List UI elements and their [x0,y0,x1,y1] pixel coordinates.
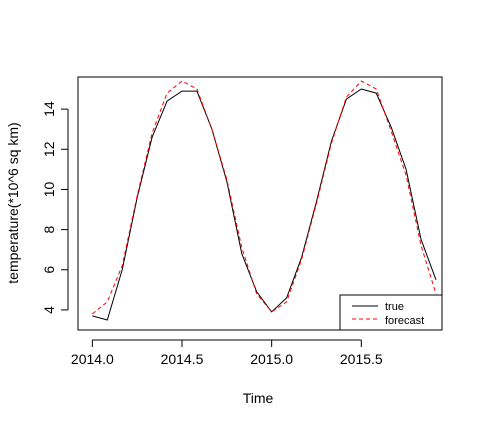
x-axis: 2014.0 2014.5 2015.0 2015.5 [71,339,383,367]
x-tick-label-1: 2014.5 [161,351,204,367]
y-tick-label-5: 14 [41,101,57,117]
plot-frame [77,76,443,331]
legend-label-forecast: forecast [385,315,424,327]
series-line-true [92,88,437,321]
y-axis-title: temperature(*10^6 sq km) [5,122,21,283]
legend-box [339,294,443,331]
y-tick-label-0: 4 [41,306,57,314]
series-layer [91,80,437,321]
legend-label-true: true [385,301,404,313]
y-tick-label-4: 12 [41,141,57,157]
x-tick-label-2: 2015.0 [250,351,293,367]
y-tick-label-2: 8 [41,226,57,234]
series-line-forecast [91,80,437,315]
y-tick-label-3: 10 [41,181,57,197]
y-axis: 4 6 8 10 12 14 [41,101,69,314]
y-tick-label-1: 6 [41,266,57,274]
legend: true forecast [339,294,443,331]
x-tick-label-3: 2015.5 [340,351,383,367]
x-axis-title: Time [243,390,274,406]
x-tick-label-0: 2014.0 [71,351,114,367]
